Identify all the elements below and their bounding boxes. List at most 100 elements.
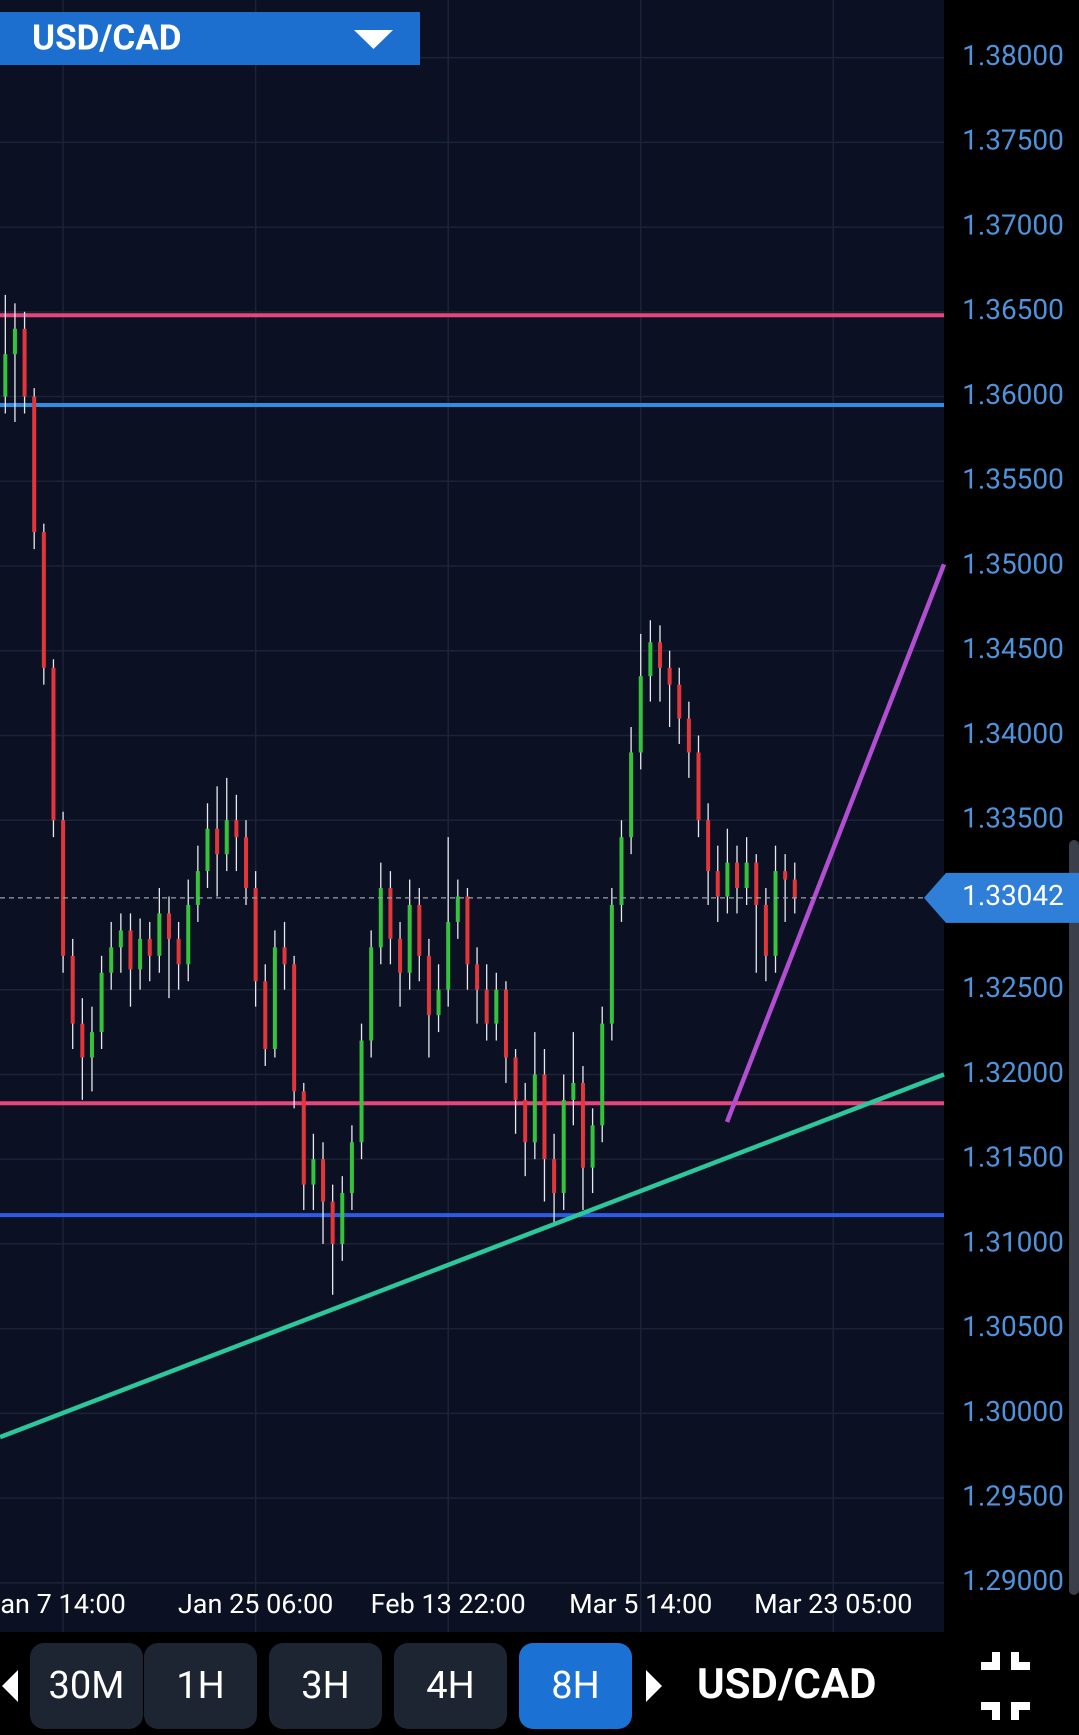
levels	[0, 313, 944, 1218]
candle-body	[157, 913, 162, 956]
candle-body	[340, 1193, 345, 1244]
candle-body	[244, 837, 249, 889]
timeframe-label[interactable]: 4H	[426, 1664, 474, 1708]
candle-body	[61, 820, 66, 956]
candle-body	[561, 1099, 566, 1194]
candle-body	[426, 955, 431, 1016]
candle-body	[580, 1082, 585, 1168]
trendline	[724, 563, 947, 1123]
y-tick-label: 1.30500	[962, 1310, 1064, 1343]
dropdown-symbol[interactable]: USD/CAD	[32, 17, 182, 58]
candle-body	[51, 667, 56, 821]
candle-body	[99, 972, 104, 1033]
candle-body	[494, 989, 499, 1024]
current-price-tag	[924, 872, 1079, 923]
candle-body	[22, 328, 27, 397]
symbol-dropdown[interactable]: USD/CAD	[0, 12, 420, 65]
candle-body	[407, 904, 412, 973]
candle-body	[321, 1159, 326, 1202]
candle-body	[311, 1159, 316, 1185]
timeframe-button[interactable]	[269, 1643, 382, 1729]
plot-background	[0, 0, 944, 1632]
y-tick-label: 1.31500	[962, 1141, 1064, 1174]
toolbar-symbol: USD/CAD	[697, 1660, 876, 1709]
candle-body	[12, 328, 17, 355]
grid	[0, 0, 944, 1632]
candle-body	[465, 896, 470, 965]
y-tick-label: 1.29000	[962, 1564, 1064, 1597]
y-tick-label: 1.30000	[962, 1395, 1064, 1428]
candle-body	[186, 904, 191, 965]
candle-body	[792, 879, 797, 898]
candle-body	[330, 1201, 335, 1244]
current-price-label: 1.33042	[962, 879, 1064, 912]
candle-body	[455, 896, 460, 922]
y-tick-label: 1.38000	[962, 39, 1064, 72]
candle-body	[446, 921, 451, 990]
candle-body	[436, 989, 441, 1016]
candle-body	[234, 820, 239, 838]
timeframe-button[interactable]	[394, 1643, 507, 1729]
scroll-handle[interactable]	[1069, 840, 1079, 1595]
y-tick-label: 1.35500	[962, 463, 1064, 496]
candle-body	[706, 820, 711, 872]
candle-body	[369, 947, 374, 1041]
dropdown-arrow[interactable]	[354, 30, 393, 49]
x-tick-label: Mar 23 05:00	[754, 1588, 912, 1620]
y-tick-label: 1.32000	[962, 1056, 1064, 1089]
candle-body	[417, 904, 422, 956]
candle-body	[166, 913, 171, 939]
timeframe-button[interactable]	[144, 1643, 257, 1729]
candle-body	[629, 752, 634, 838]
candle-body	[619, 837, 624, 905]
timeframe-label[interactable]: 1H	[176, 1664, 224, 1708]
candle-body	[725, 862, 730, 897]
timeframe-button[interactable]	[30, 1643, 143, 1729]
y-tick-label: 1.37500	[962, 124, 1064, 157]
y-tick-label: 1.31000	[962, 1225, 1064, 1258]
price-axis-panel	[944, 0, 1079, 1632]
scroll-left[interactable]	[2, 1670, 18, 1702]
timeframe-label[interactable]: 3H	[301, 1664, 349, 1708]
candle-body	[89, 1032, 94, 1058]
candle-body	[70, 955, 75, 1024]
candle-body	[282, 947, 287, 965]
candle-body	[349, 1142, 354, 1194]
candle-body	[783, 871, 788, 880]
y-tick-label: 1.29500	[962, 1480, 1064, 1513]
candle-body	[735, 862, 740, 889]
timeframe-label[interactable]: 30M	[49, 1664, 125, 1708]
candle-body	[686, 718, 691, 753]
y-tick-label: 1.33500	[962, 802, 1064, 835]
candles	[3, 294, 797, 1295]
candle-body	[571, 1082, 576, 1100]
candle-body	[109, 947, 114, 973]
y-tick-label: 1.36000	[962, 378, 1064, 411]
candle-body	[600, 1023, 605, 1126]
candle-body	[118, 930, 123, 948]
collapse-icon[interactable]	[981, 1652, 1030, 1720]
candle-body	[128, 930, 133, 970]
candle-body	[523, 1099, 528, 1143]
timeframes: 30M 1H 3H 4H 8H	[30, 1643, 632, 1729]
candle-body	[3, 354, 8, 397]
y-tick-label: 1.32500	[962, 971, 1064, 1004]
y-tick-label: 1.35000	[962, 547, 1064, 580]
trendline	[0, 1072, 945, 1440]
candle-body	[763, 904, 768, 956]
candle-body	[292, 964, 297, 1092]
y-tick-label: 1.36500	[962, 293, 1064, 326]
candle-body	[648, 642, 653, 677]
candle-body	[696, 752, 701, 821]
candle-body	[215, 828, 220, 855]
dropdown-background[interactable]	[0, 12, 420, 65]
timeframe-label[interactable]: 8H	[551, 1664, 599, 1708]
candle-body	[224, 820, 229, 855]
candle-body	[773, 871, 778, 956]
candle-body	[205, 828, 210, 872]
timeframe-button[interactable]	[519, 1643, 632, 1729]
scroll-right[interactable]	[646, 1670, 662, 1702]
candle-body	[513, 1057, 518, 1100]
